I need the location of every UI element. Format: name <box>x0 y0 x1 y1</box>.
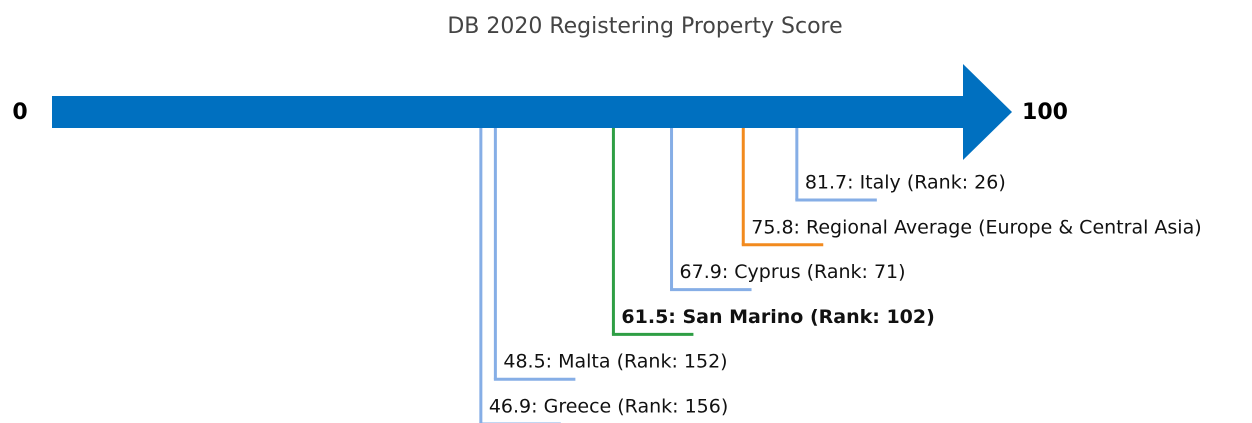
axis-bar <box>52 96 965 128</box>
value-label: 67.9: Cyprus (Rank: 71) <box>680 261 906 283</box>
axis-arrowhead <box>963 64 1012 160</box>
value-label: 61.5: San Marino (Rank: 102) <box>621 306 934 328</box>
value-label: 46.9: Greece (Rank: 156) <box>489 396 728 418</box>
chart-title: DB 2020 Registering Property Score <box>447 14 842 39</box>
value-label: 81.7: Italy (Rank: 26) <box>805 172 1006 194</box>
x-tick-label: 0 <box>12 100 27 125</box>
x-tick-label: 100 <box>1022 100 1068 125</box>
value-label: 48.5: Malta (Rank: 152) <box>503 351 727 373</box>
value-label: 75.8: Regional Average (Europe & Central… <box>751 216 1201 238</box>
